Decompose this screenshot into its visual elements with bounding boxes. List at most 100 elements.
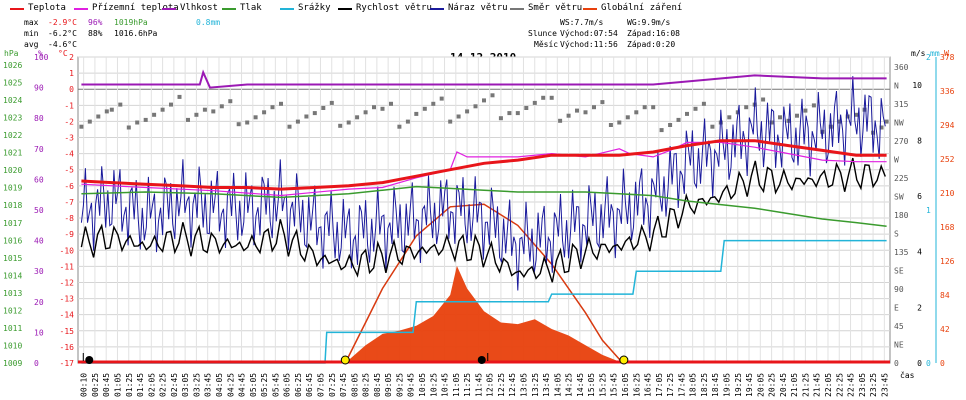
tick-label-time: 19:05 xyxy=(722,373,731,397)
tick-label-time: 15:25 xyxy=(598,373,607,397)
tick-label-time: 13:25 xyxy=(531,373,540,397)
max-label: max xyxy=(24,18,39,27)
tick-label-percent: 0 xyxy=(34,359,39,368)
axis-unit-radiation: W xyxy=(944,49,949,58)
tick-label-time: 03:05 xyxy=(181,373,190,397)
legend-swatch xyxy=(222,8,236,10)
wind-direction-point xyxy=(448,119,453,124)
legend-swatch xyxy=(583,8,597,10)
legend-swatch xyxy=(162,8,176,10)
series-theoretical-radiation xyxy=(344,203,624,364)
wind-direction-point xyxy=(135,120,140,125)
tick-label-direction: 180 xyxy=(894,211,909,220)
wind-direction-point xyxy=(642,105,647,110)
tick-label-time: 02:05 xyxy=(147,373,156,397)
tick-label-time: 07:45 xyxy=(339,373,348,397)
wind-direction-point xyxy=(803,108,808,113)
legend-swatch xyxy=(74,8,88,10)
tick-label-celsius: -17 xyxy=(60,359,75,368)
wind-direction-point xyxy=(372,105,376,110)
tick-label-time: 02:45 xyxy=(170,373,179,397)
tick-label-time: 08:05 xyxy=(350,373,359,397)
tick-label-time: 12:05 xyxy=(486,373,495,397)
tick-label-hpa: 1017 xyxy=(3,219,22,228)
tick-label-direction: 45 xyxy=(894,322,904,331)
wind-direction-point xyxy=(617,120,622,125)
tick-label-time: 06:25 xyxy=(294,373,303,397)
series-global-radiation xyxy=(81,265,887,363)
wind-direction-point xyxy=(363,110,368,115)
tick-label-time: 00:25 xyxy=(91,373,100,397)
tick-label-hpa: 1020 xyxy=(3,166,22,175)
tick-label-time: 10:45 xyxy=(441,373,450,397)
tick-label-celsius: -10 xyxy=(60,246,75,255)
wind-direction-point xyxy=(397,124,402,129)
tick-label-celsius: -9 xyxy=(64,230,74,239)
tick-label-time: 00:10 xyxy=(80,373,89,397)
wind-direction-point xyxy=(600,100,605,105)
tick-label-time: 03:45 xyxy=(204,373,213,397)
wind-direction-point xyxy=(152,112,157,117)
tick-label-time: 10:25 xyxy=(429,373,438,397)
wind-direction-point xyxy=(659,128,664,133)
wind-direction-point xyxy=(625,115,630,120)
tick-label-time: 13:45 xyxy=(542,373,551,397)
wind-direction-point xyxy=(118,102,123,107)
tick-label-time: 19:25 xyxy=(734,373,743,397)
tick-label-hpa: 1022 xyxy=(3,131,22,140)
wind-direction-point xyxy=(431,101,436,106)
tick-label-time: 21:45 xyxy=(813,373,822,397)
tick-label-direction: 225 xyxy=(894,174,909,183)
wind-direction-point xyxy=(541,95,546,100)
axis-unit-rain: mm xyxy=(930,49,940,58)
tick-label-time: 04:45 xyxy=(238,373,247,397)
wind-direction-point xyxy=(96,114,101,119)
wind-direction-point xyxy=(287,124,292,129)
wind-direction-point xyxy=(871,130,876,135)
wind-direction-point xyxy=(177,94,182,99)
tick-label-direction: 315 xyxy=(894,100,909,109)
sunrise-marker xyxy=(340,355,350,365)
tick-label-percent: 20 xyxy=(34,298,44,307)
tick-label-time: 14:45 xyxy=(576,373,585,397)
tick-label-direction: 360 xyxy=(894,63,909,72)
wind-direction-point xyxy=(143,117,148,122)
max-pressure: 1019hPa xyxy=(114,18,148,27)
avg-label: avg xyxy=(24,40,39,49)
wind-direction-point xyxy=(104,109,109,114)
wind-direction-point xyxy=(651,105,656,110)
wind-direction-point xyxy=(744,105,749,110)
legend-label: Globální záření xyxy=(601,3,683,13)
tick-label-direction: 90 xyxy=(894,285,904,294)
tick-label-time: 21:05 xyxy=(790,373,799,397)
wind-direction-point xyxy=(811,103,816,108)
wind-direction-point xyxy=(845,114,850,119)
wind-direction-point xyxy=(482,98,486,103)
tick-label-time: 03:25 xyxy=(192,373,201,397)
tick-label-time: 18:45 xyxy=(711,373,720,397)
tick-label-hpa: 1023 xyxy=(3,114,22,123)
wind-direction-point xyxy=(592,105,596,110)
moon-label: Měsíc xyxy=(534,40,559,49)
legend-swatch xyxy=(280,8,294,10)
wind-direction-point xyxy=(854,112,859,117)
wind-direction-point xyxy=(236,122,241,127)
tick-label-percent: 100 xyxy=(34,53,49,62)
tick-label-hpa: 1013 xyxy=(3,289,22,298)
wind-direction-point xyxy=(879,125,884,130)
tick-label-celsius: -15 xyxy=(60,327,75,336)
wind-direction-point xyxy=(439,96,444,101)
wind-direction-point xyxy=(727,115,732,120)
tick-label-wind: 6 xyxy=(917,192,922,201)
legend-swatch xyxy=(10,8,24,10)
wind-direction-point xyxy=(109,107,114,112)
tick-label-percent: 90 xyxy=(34,84,44,93)
tick-label-radiation: 0 xyxy=(940,359,945,368)
tick-label-direction: E xyxy=(894,304,899,313)
tick-label-time: 07:25 xyxy=(328,373,337,397)
tick-label-celsius: -11 xyxy=(60,262,75,271)
wind-direction-point xyxy=(270,105,275,110)
tick-label-radiation: 126 xyxy=(940,257,955,266)
tick-label-hpa: 1019 xyxy=(3,184,22,193)
